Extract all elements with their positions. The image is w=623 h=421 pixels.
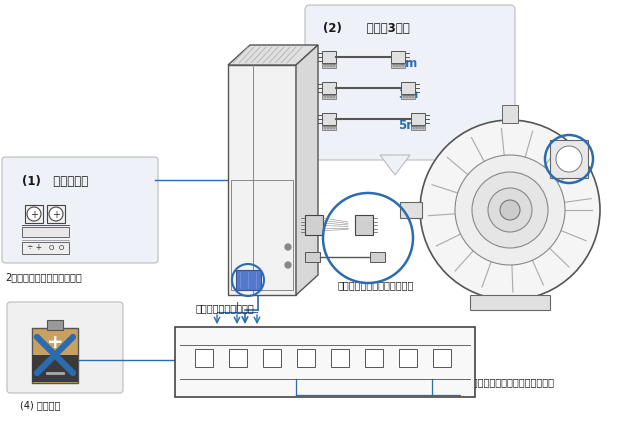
Bar bbox=[322, 64, 336, 68]
Text: 2極型入力端子になりました: 2極型入力端子になりました bbox=[5, 272, 82, 282]
Bar bbox=[412, 96, 414, 98]
Circle shape bbox=[455, 155, 565, 265]
Bar bbox=[391, 51, 405, 63]
Bar bbox=[391, 64, 405, 68]
Bar bbox=[25, 205, 43, 223]
Polygon shape bbox=[228, 45, 318, 65]
Bar bbox=[22, 242, 69, 254]
Text: (1)   誤接続防止: (1) 誤接続防止 bbox=[22, 175, 88, 188]
Circle shape bbox=[500, 200, 520, 220]
Bar bbox=[550, 140, 588, 178]
Bar bbox=[502, 105, 518, 123]
Bar bbox=[365, 349, 383, 367]
Bar bbox=[305, 252, 320, 262]
Bar bbox=[333, 65, 335, 67]
Bar bbox=[47, 205, 65, 223]
Bar bbox=[401, 82, 415, 94]
Polygon shape bbox=[380, 155, 410, 175]
Bar bbox=[47, 320, 63, 330]
Bar bbox=[355, 215, 373, 235]
Text: O  O: O O bbox=[49, 245, 64, 251]
Text: 口径になりました: 口径になりました bbox=[541, 178, 588, 188]
FancyBboxPatch shape bbox=[2, 157, 158, 263]
Bar bbox=[322, 126, 336, 130]
Bar bbox=[231, 180, 293, 290]
Bar bbox=[327, 65, 328, 67]
Bar bbox=[322, 95, 336, 99]
Text: +: + bbox=[52, 210, 60, 219]
Bar bbox=[419, 127, 421, 129]
Bar bbox=[330, 96, 331, 98]
Bar bbox=[406, 96, 407, 98]
Bar bbox=[416, 127, 417, 129]
Bar bbox=[413, 127, 414, 129]
Text: 5m: 5m bbox=[398, 119, 419, 132]
Bar bbox=[327, 127, 328, 129]
Circle shape bbox=[27, 207, 41, 221]
Text: (3): (3) bbox=[541, 148, 556, 158]
Bar bbox=[327, 96, 328, 98]
Circle shape bbox=[488, 188, 532, 232]
Text: 汎用サイズの: 汎用サイズの bbox=[541, 164, 576, 174]
Polygon shape bbox=[296, 45, 318, 295]
Text: 取り外せるようになりました: 取り外せるようになりました bbox=[338, 280, 414, 290]
Text: (4) 電源不要: (4) 電源不要 bbox=[20, 400, 60, 410]
Bar bbox=[322, 113, 336, 125]
Text: (5): (5) bbox=[461, 363, 475, 373]
Bar bbox=[236, 270, 261, 290]
Bar bbox=[393, 65, 394, 67]
Text: エラー出力と速度信号を分けました: エラー出力と速度信号を分けました bbox=[461, 377, 555, 387]
Text: (2)      長さは3種類: (2) 長さは3種類 bbox=[323, 22, 410, 35]
Bar bbox=[228, 65, 296, 295]
Bar bbox=[409, 96, 411, 98]
Bar bbox=[330, 65, 331, 67]
Bar bbox=[333, 96, 335, 98]
Bar bbox=[333, 127, 335, 129]
Bar bbox=[263, 349, 281, 367]
Text: +: + bbox=[30, 210, 38, 219]
Bar bbox=[422, 127, 424, 129]
Bar bbox=[305, 215, 323, 235]
Bar bbox=[403, 96, 404, 98]
Text: +: + bbox=[47, 333, 64, 352]
Bar bbox=[322, 51, 336, 63]
Bar bbox=[229, 349, 247, 367]
Circle shape bbox=[420, 120, 600, 300]
Bar bbox=[433, 349, 451, 367]
Bar bbox=[411, 113, 425, 125]
Circle shape bbox=[472, 172, 548, 248]
Bar bbox=[402, 65, 404, 67]
Circle shape bbox=[556, 146, 582, 172]
FancyBboxPatch shape bbox=[7, 302, 123, 393]
Bar bbox=[22, 227, 69, 237]
Circle shape bbox=[285, 244, 291, 250]
Bar bbox=[330, 127, 331, 129]
Bar bbox=[297, 349, 315, 367]
Bar bbox=[470, 295, 550, 310]
Bar bbox=[324, 96, 325, 98]
Text: ÷ +: ÷ + bbox=[27, 243, 42, 253]
Bar bbox=[331, 349, 349, 367]
Bar bbox=[322, 82, 336, 94]
Text: 1m: 1m bbox=[398, 57, 418, 70]
Text: 速度コントロール入力: 速度コントロール入力 bbox=[196, 303, 255, 313]
Bar bbox=[411, 126, 425, 130]
Bar bbox=[195, 349, 213, 367]
Bar bbox=[396, 65, 397, 67]
Bar bbox=[324, 127, 325, 129]
Bar bbox=[399, 65, 401, 67]
Bar bbox=[324, 65, 325, 67]
Bar bbox=[399, 349, 417, 367]
FancyBboxPatch shape bbox=[305, 5, 515, 160]
Bar bbox=[32, 328, 78, 383]
Bar bbox=[175, 327, 475, 397]
Circle shape bbox=[49, 207, 63, 221]
Circle shape bbox=[285, 262, 291, 268]
Text: 3m: 3m bbox=[398, 88, 418, 101]
Bar bbox=[401, 95, 415, 99]
Bar bbox=[32, 355, 78, 382]
Bar bbox=[400, 202, 422, 218]
Bar bbox=[370, 252, 385, 262]
